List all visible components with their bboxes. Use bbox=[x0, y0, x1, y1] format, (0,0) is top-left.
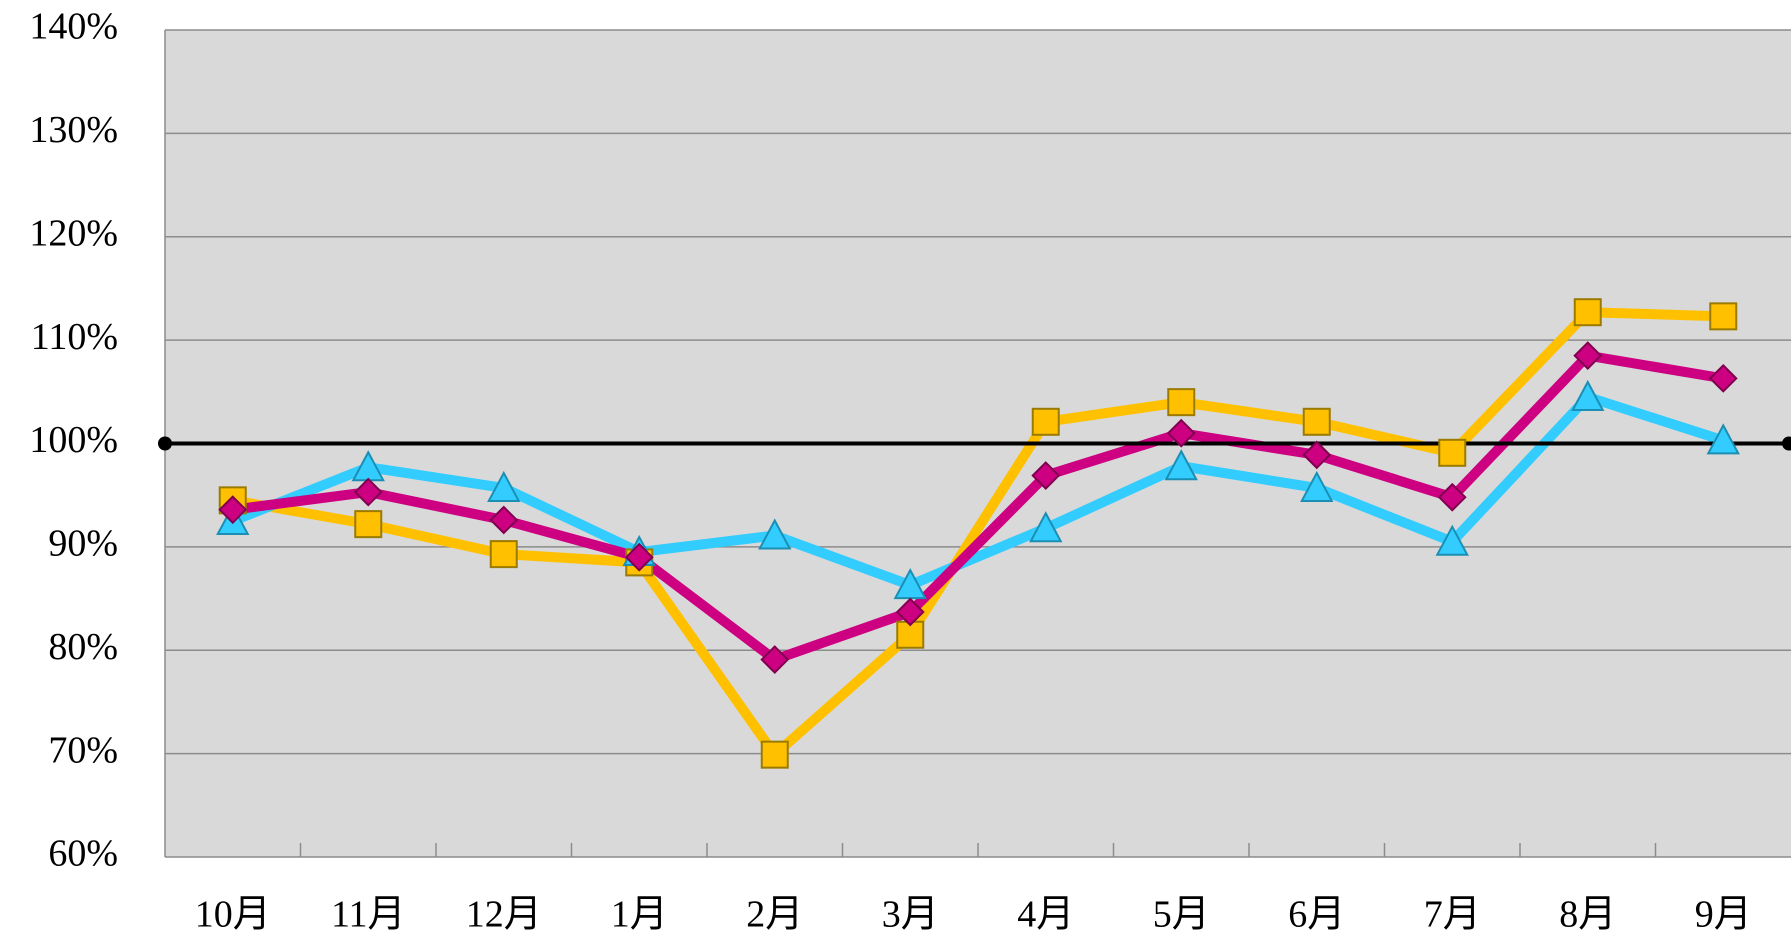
x-tick-label: 8月 bbox=[1559, 894, 1616, 936]
x-tick-label: 11月 bbox=[331, 894, 406, 936]
y-tick-label: 100% bbox=[29, 419, 118, 461]
marker bbox=[487, 470, 521, 502]
y-tick-label: 90% bbox=[48, 523, 118, 565]
marker bbox=[760, 645, 790, 674]
x-tick-label: 7月 bbox=[1424, 894, 1481, 936]
x-tick-label: 4月 bbox=[1017, 894, 1074, 936]
y-tick-label: 70% bbox=[48, 729, 118, 771]
marker bbox=[353, 477, 383, 507]
marker bbox=[1167, 388, 1196, 417]
y-tick-label: 140% bbox=[29, 6, 118, 48]
marker bbox=[1437, 482, 1467, 512]
marker bbox=[489, 540, 518, 569]
series-line bbox=[231, 307, 1724, 760]
marker bbox=[218, 495, 248, 525]
x-tick-label: 5月 bbox=[1153, 894, 1210, 936]
x-tick-label: 2月 bbox=[746, 894, 803, 936]
x-tick-label: 10月 bbox=[195, 894, 271, 936]
marker bbox=[489, 505, 519, 535]
marker bbox=[895, 597, 925, 627]
marker bbox=[1302, 407, 1331, 436]
marker bbox=[1031, 461, 1061, 490]
reference-end bbox=[158, 436, 172, 451]
x-tick-label: 3月 bbox=[882, 894, 939, 936]
marker bbox=[1031, 407, 1060, 436]
marker bbox=[354, 510, 383, 539]
x-tick-label: 9月 bbox=[1695, 894, 1752, 936]
marker bbox=[1571, 379, 1605, 411]
marker bbox=[1708, 363, 1738, 393]
marker bbox=[760, 740, 789, 769]
marker bbox=[1438, 438, 1467, 467]
marker bbox=[1573, 341, 1603, 371]
y-tick-label: 110% bbox=[31, 316, 118, 358]
series-line bbox=[232, 350, 1725, 665]
x-tick-label: 1月 bbox=[611, 894, 668, 936]
series-line bbox=[230, 391, 1725, 591]
marker bbox=[1029, 511, 1063, 543]
y-tick-label: 130% bbox=[29, 109, 118, 151]
marker bbox=[1709, 302, 1738, 331]
marker bbox=[624, 542, 654, 572]
marker bbox=[1706, 423, 1740, 455]
x-tick-label: 6月 bbox=[1288, 894, 1345, 936]
marker bbox=[1300, 470, 1334, 502]
marker bbox=[1166, 418, 1196, 448]
marker bbox=[1302, 440, 1332, 470]
marker bbox=[1164, 449, 1198, 481]
y-tick-label: 80% bbox=[48, 626, 118, 668]
reference-end bbox=[1782, 436, 1791, 451]
y-tick-label: 120% bbox=[29, 212, 118, 254]
marker bbox=[1573, 298, 1602, 327]
marker bbox=[758, 518, 792, 550]
marker bbox=[1435, 524, 1469, 556]
y-tick-label: 60% bbox=[48, 833, 118, 875]
x-tick-label: 12月 bbox=[466, 894, 542, 936]
